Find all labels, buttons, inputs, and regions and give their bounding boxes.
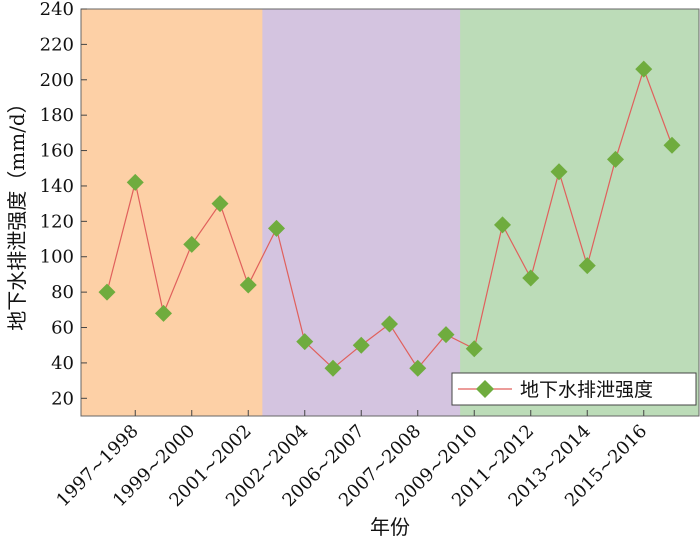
data-point bbox=[352, 336, 370, 354]
data-point bbox=[494, 216, 511, 234]
data-point bbox=[578, 257, 596, 275]
y-tick-label: 200 bbox=[40, 70, 74, 91]
y-tick-label: 160 bbox=[40, 141, 74, 162]
data-point bbox=[635, 60, 653, 78]
data-point bbox=[183, 235, 201, 253]
data-point bbox=[381, 315, 398, 333]
y-axis: 20 40 60 80 100 120 140 160 180 200 220 240 bbox=[40, 0, 87, 409]
x-axis: 1997~19981999~20002001~20022002~20042006… bbox=[52, 410, 651, 511]
data-point bbox=[607, 150, 624, 168]
y-tick-label: 180 bbox=[40, 105, 74, 126]
y-tick-label: 100 bbox=[40, 247, 74, 268]
data-point bbox=[211, 195, 229, 213]
y-tick-label: 80 bbox=[51, 282, 74, 303]
background-band-3 bbox=[460, 9, 699, 416]
data-point bbox=[239, 276, 257, 294]
background-band-1 bbox=[81, 9, 291, 416]
data-point bbox=[98, 283, 116, 301]
background-band-2 bbox=[262, 9, 489, 416]
data-point bbox=[155, 304, 172, 322]
y-tick-label: 140 bbox=[40, 176, 74, 197]
legend-label: 地下水排泄强度 bbox=[520, 379, 653, 401]
data-point bbox=[550, 163, 568, 181]
data-point bbox=[296, 333, 314, 351]
y-tick-label: 120 bbox=[40, 211, 74, 232]
y-axis-title: 地下水排泄强度（mm/d） bbox=[5, 93, 29, 330]
data-point bbox=[437, 326, 455, 344]
series-markers bbox=[98, 60, 681, 377]
y-tick-label: 220 bbox=[40, 34, 74, 55]
data-point bbox=[663, 136, 681, 154]
data-point bbox=[465, 340, 483, 358]
data-point bbox=[324, 359, 342, 377]
plot-frame bbox=[80, 8, 700, 417]
legend-marker bbox=[476, 380, 494, 398]
legend: 地下水排泄强度 bbox=[451, 372, 697, 406]
background-bands bbox=[81, 9, 699, 416]
y-tick-label: 60 bbox=[51, 318, 74, 339]
x-axis-title: 年份 bbox=[370, 515, 410, 539]
y-tick-label: 240 bbox=[40, 0, 74, 20]
y-tick-label: 40 bbox=[51, 353, 74, 374]
data-point bbox=[522, 269, 540, 287]
data-point bbox=[409, 359, 427, 377]
y-tick-label: 20 bbox=[51, 388, 74, 409]
data-point bbox=[268, 219, 285, 237]
data-point bbox=[126, 173, 144, 191]
